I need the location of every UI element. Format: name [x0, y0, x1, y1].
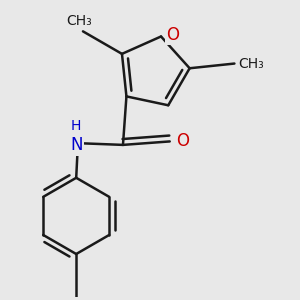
Text: CH₃: CH₃: [67, 14, 92, 28]
Text: O: O: [166, 26, 179, 44]
Text: O: O: [176, 132, 189, 150]
Text: H: H: [71, 119, 81, 134]
Text: N: N: [70, 136, 83, 154]
Text: CH₃: CH₃: [238, 56, 264, 70]
